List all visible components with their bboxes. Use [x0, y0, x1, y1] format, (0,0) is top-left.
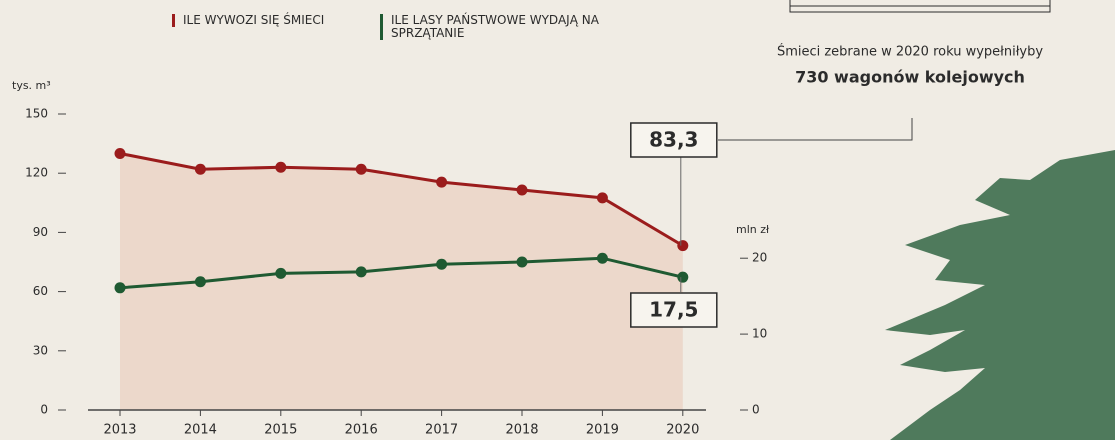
- tree-illustration: [885, 150, 1115, 440]
- data-point: [194, 276, 206, 288]
- label-box: [630, 122, 718, 158]
- y-tick-label: 90: [33, 225, 48, 239]
- data-point: [275, 161, 287, 173]
- y2-tick-label: 10: [752, 327, 767, 341]
- data-point: [355, 163, 367, 175]
- data-point: [677, 271, 689, 283]
- y2-tick-label: 20: [752, 251, 767, 265]
- y-tick-label: 150: [25, 107, 48, 121]
- data-point: [516, 256, 528, 268]
- wagon-icon: [789, 0, 1051, 13]
- y2-tick-label: 0: [752, 403, 760, 417]
- x-tick-label: 2018: [505, 423, 538, 438]
- x-tick-label: 2013: [103, 423, 136, 438]
- data-point: [677, 240, 689, 252]
- data-point: [516, 184, 528, 196]
- data-point: [114, 282, 126, 294]
- x-tick-label: 2014: [184, 423, 217, 438]
- x-tick-label: 2015: [264, 423, 297, 438]
- annotation-text: Śmieci zebrane w 2020 roku wypełniłyby: [777, 44, 1043, 60]
- data-point: [596, 192, 608, 204]
- x-tick-label: 2020: [666, 423, 699, 438]
- data-point: [275, 267, 287, 279]
- label-box: [630, 292, 718, 328]
- area: [120, 153, 683, 410]
- series-line: [119, 256, 684, 290]
- legend-entry: ILE WYWOZI SIĘ ŚMIECI: [172, 14, 333, 27]
- annotation-highlight: 730 wagonów kolejowych: [795, 68, 1025, 87]
- y-tick-label: 60: [33, 284, 48, 298]
- data-point: [194, 163, 206, 175]
- data-point: [114, 147, 126, 159]
- legend-entry: ILE LASY PAŃSTWOWE WYDAJĄ NA SPRZĄTANIE: [380, 14, 631, 40]
- data-point: [436, 176, 448, 188]
- y-axis-label: tys. m³: [12, 79, 51, 92]
- y2-axis-label: mln zł: [736, 223, 770, 236]
- x-tick-label: 2019: [586, 423, 619, 438]
- y-tick-label: 0: [40, 403, 48, 417]
- y-tick-label: 30: [33, 343, 48, 357]
- value-label-box: 83,3: [630, 122, 718, 246]
- series-line: [119, 151, 684, 247]
- value-label: 17,5: [649, 298, 698, 322]
- data-point: [436, 258, 448, 270]
- x-tick-label: 2016: [345, 423, 378, 438]
- annotation-connector: [718, 118, 913, 141]
- value-label-box: 17,5: [630, 277, 718, 328]
- data-point: [596, 252, 608, 264]
- data-point: [355, 266, 367, 278]
- value-label: 83,3: [649, 128, 698, 152]
- y-tick-label: 120: [25, 166, 48, 180]
- x-tick-label: 2017: [425, 423, 458, 438]
